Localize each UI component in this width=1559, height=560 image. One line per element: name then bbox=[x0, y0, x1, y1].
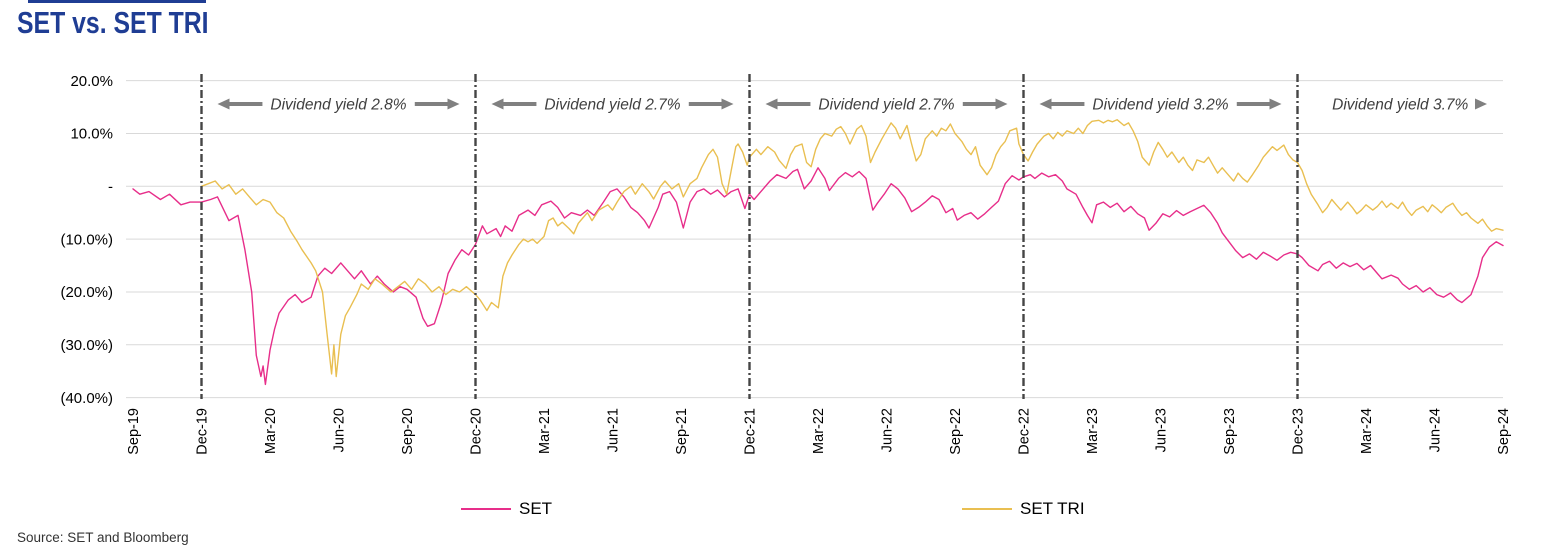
x-tick-label: Mar-20 bbox=[263, 408, 279, 454]
x-tick-label: Sep-22 bbox=[948, 408, 964, 455]
legend-item-set: SET bbox=[461, 499, 552, 519]
arrow-right-icon bbox=[447, 98, 460, 110]
dividend-yield-annotation: Dividend yield 3.2% bbox=[1092, 97, 1228, 114]
x-tick-label: Dec-21 bbox=[743, 408, 759, 455]
x-tick-label: Dec-23 bbox=[1291, 408, 1307, 455]
arrow-left-icon bbox=[1039, 98, 1052, 110]
y-tick-label: (20.0%) bbox=[60, 284, 113, 301]
y-tick-label: 20.0% bbox=[70, 73, 113, 90]
x-tick-label: Dec-20 bbox=[469, 408, 485, 455]
dividend-yield-annotation: Dividend yield 2.7% bbox=[818, 97, 954, 114]
y-tick-label: - bbox=[108, 179, 113, 196]
set-tri-series-line bbox=[200, 118, 1504, 378]
x-tick-label: Sep-20 bbox=[400, 408, 416, 455]
dividend-yield-annotation: Dividend yield 2.8% bbox=[270, 97, 406, 114]
x-tick-label: Sep-21 bbox=[674, 408, 690, 455]
x-tick-label: Jun-21 bbox=[606, 408, 622, 452]
dividend-yield-annotation: Dividend yield 2.7% bbox=[544, 97, 680, 114]
x-tick-label: Jun-22 bbox=[880, 408, 896, 452]
y-tick-label: (10.0%) bbox=[60, 231, 113, 248]
arrow-left-icon bbox=[491, 98, 504, 110]
arrow-right-icon bbox=[995, 98, 1008, 110]
x-tick-label: Jun-24 bbox=[1428, 408, 1444, 452]
set-line-swatch bbox=[461, 508, 511, 510]
x-tick-label: Mar-21 bbox=[537, 408, 553, 454]
x-tick-label: Jun-23 bbox=[1154, 408, 1170, 452]
x-tick-label: Sep-19 bbox=[126, 408, 142, 455]
legend-label-set-tri: SET TRI bbox=[1020, 499, 1085, 518]
set-series-line bbox=[132, 167, 1504, 386]
dividend-yield-annotation: Dividend yield 3.7% bbox=[1332, 97, 1468, 114]
arrow-left-icon bbox=[217, 98, 230, 110]
arrow-right-icon bbox=[1475, 98, 1487, 110]
y-tick-label: 10.0% bbox=[70, 126, 113, 143]
y-tick-label: (40.0%) bbox=[60, 390, 113, 407]
top-border-fragment bbox=[28, 0, 206, 3]
set-tri-line-swatch bbox=[962, 508, 1012, 510]
legend-label-set: SET bbox=[519, 499, 553, 518]
page-title: SET vs. SET TRI bbox=[17, 5, 209, 40]
legend-item-set-tri: SET TRI bbox=[962, 499, 1085, 519]
x-tick-label: Mar-23 bbox=[1085, 408, 1101, 454]
y-tick-label: (30.0%) bbox=[60, 337, 113, 354]
x-tick-label: Sep-24 bbox=[1496, 408, 1512, 455]
x-tick-label: Mar-24 bbox=[1359, 408, 1375, 454]
x-tick-label: Jun-20 bbox=[332, 408, 348, 452]
x-tick-label: Sep-23 bbox=[1222, 408, 1238, 455]
source-note: Source: SET and Bloomberg bbox=[17, 530, 189, 545]
x-tick-label: Dec-22 bbox=[1017, 408, 1033, 455]
arrow-left-icon bbox=[765, 98, 778, 110]
arrow-right-icon bbox=[721, 98, 734, 110]
arrow-right-icon bbox=[1269, 98, 1282, 110]
x-tick-label: Mar-22 bbox=[811, 408, 827, 454]
x-tick-label: Dec-19 bbox=[195, 408, 211, 455]
